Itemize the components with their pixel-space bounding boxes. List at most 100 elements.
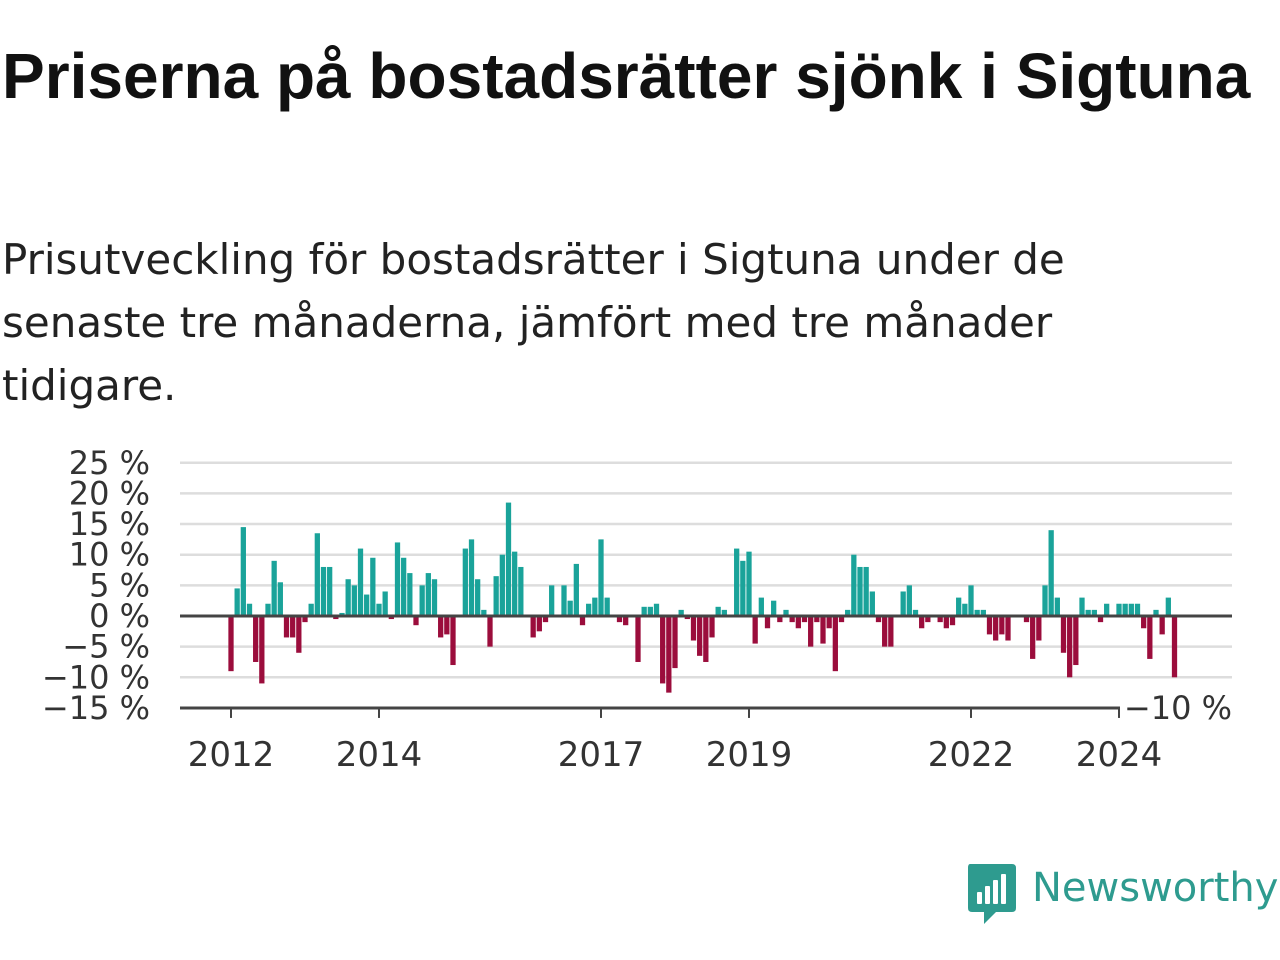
bar: [943, 616, 949, 629]
bar: [345, 579, 351, 616]
bar: [265, 603, 271, 616]
bar: [1116, 603, 1122, 616]
bar: [777, 616, 783, 623]
bar: [851, 554, 857, 616]
x-tick-label: 2022: [928, 735, 1015, 775]
bar: [1042, 585, 1048, 616]
bar: [709, 616, 715, 638]
bar: [253, 616, 259, 662]
chart-subtitle: Prisutveckling för bostadsrätter i Sigtu…: [2, 235, 1065, 410]
bar: [1097, 616, 1104, 623]
bar: [1165, 597, 1171, 616]
bar: [438, 616, 444, 638]
bar: [413, 616, 419, 626]
bar: [1104, 603, 1110, 616]
y-tick-label: 0 %: [89, 597, 150, 635]
bar: [308, 603, 314, 616]
bar: [1153, 609, 1159, 616]
bar: [283, 616, 290, 638]
bar: [542, 616, 549, 623]
bar: [425, 573, 431, 616]
bar: [863, 566, 869, 616]
bar: [431, 579, 438, 616]
bar: [919, 616, 925, 629]
bar: [660, 616, 666, 684]
bar: [314, 533, 320, 616]
bar: [475, 579, 481, 616]
bar: [579, 616, 586, 626]
bar: [616, 616, 623, 623]
bar: [740, 560, 746, 616]
bar: [789, 616, 795, 623]
y-tick-label: −5 %: [62, 628, 150, 666]
bar: [949, 616, 956, 626]
bar: [240, 527, 246, 616]
bar: [536, 616, 542, 632]
bar: [968, 585, 974, 616]
bar: [1036, 616, 1042, 641]
bar: [974, 609, 980, 616]
bar: [1079, 597, 1085, 616]
y-tick-label: 10 %: [69, 536, 150, 574]
bar: [666, 616, 672, 693]
bar: [808, 616, 814, 647]
y-tick-label: −15 %: [42, 689, 150, 727]
bar: [653, 603, 660, 616]
x-tick-label: 2014: [336, 735, 423, 775]
x-tick-label: 2017: [558, 735, 645, 775]
bar: [734, 548, 740, 616]
bar: [746, 551, 752, 616]
bar: [838, 616, 845, 623]
bar: [715, 606, 721, 617]
bar: [703, 616, 709, 662]
bar: [518, 566, 524, 616]
bar: [832, 616, 838, 672]
bar: [869, 591, 875, 616]
bar: [401, 557, 407, 616]
bar: [986, 616, 993, 635]
bar: [290, 616, 296, 638]
bar: [882, 616, 888, 647]
bar: [228, 616, 234, 672]
bar: [1147, 616, 1153, 659]
bar: [549, 585, 555, 616]
bar: [801, 616, 808, 623]
bars: [228, 502, 1178, 693]
logo-text: Newsworthy: [1032, 865, 1279, 911]
bar: [672, 616, 678, 669]
x-axis-tick-labels: 2012 2014 2017 2019 2022 2024: [188, 735, 1163, 775]
bar: [900, 591, 906, 616]
last-value-label: −10 %: [1124, 689, 1232, 727]
bar: [1054, 597, 1060, 616]
bar: [1005, 616, 1011, 641]
bar: [364, 594, 370, 616]
bar: [561, 585, 567, 616]
bar: [370, 557, 376, 616]
chart-speech-bubble-icon: [968, 864, 1016, 924]
bar: [962, 603, 968, 616]
bar: [857, 566, 863, 616]
bar: [327, 566, 333, 616]
bar: [234, 588, 240, 616]
bar: [271, 560, 277, 616]
bar: [623, 616, 629, 626]
bar: [320, 566, 327, 616]
bar: [684, 616, 690, 620]
bar: [388, 616, 394, 620]
bar: [758, 597, 764, 616]
bar: [647, 606, 653, 617]
bar: [277, 582, 283, 616]
price-change-bar-chart: −15 %−10 %−5 %0 %5 %10 %15 %20 %25 % 201…: [42, 444, 1232, 775]
bar: [1060, 616, 1067, 653]
gridlines: [180, 461, 1232, 679]
bar: [1159, 616, 1165, 635]
bar: [419, 585, 425, 616]
bar: [993, 616, 999, 641]
bar: [1085, 609, 1091, 616]
bar: [888, 616, 894, 647]
bar: [999, 616, 1005, 635]
bar: [573, 563, 579, 616]
bar: [1141, 616, 1147, 629]
bar: [462, 548, 468, 616]
bar: [925, 616, 931, 623]
